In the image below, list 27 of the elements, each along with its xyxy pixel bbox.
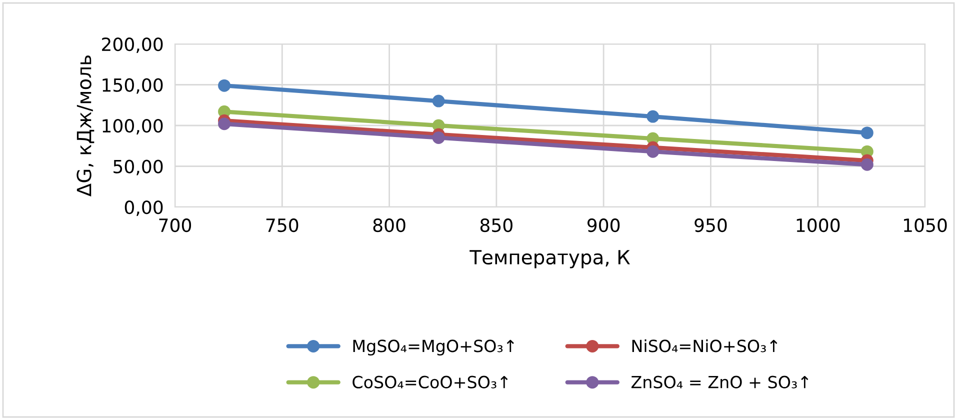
- x-axis-title: Температура, К: [470, 250, 630, 268]
- point: [646, 110, 660, 123]
- x-tick-label: 1050: [904, 218, 947, 232]
- y-tick-label: 150,00: [102, 78, 163, 94]
- legend-label: MgSO₄=MgO+SO₃↑: [353, 340, 514, 356]
- legend-label: NiSO₄=NiO+SO₃↑: [632, 339, 778, 352]
- x-tick-label: 1000: [796, 218, 840, 232]
- x-tick-label: 700: [159, 218, 192, 232]
- x-tick-label: 950: [694, 218, 727, 232]
- point: [860, 158, 874, 171]
- point: [218, 118, 231, 130]
- legend-label: CoSO₄=CoO+SO₃↑: [352, 376, 508, 388]
- y-tick-label: 200,00: [102, 37, 163, 53]
- x-tick-label: 750: [266, 218, 298, 232]
- x-tick-label: 800: [373, 218, 406, 232]
- point: [432, 131, 445, 144]
- legend-label: ZnSO₄ = ZnO + SO₃↑: [631, 376, 808, 388]
- x-tick-label: 850: [480, 218, 512, 232]
- x-tick-label: 900: [587, 218, 620, 232]
- y-axis-title: ΔG, кДж/моль: [76, 56, 94, 196]
- point: [860, 126, 874, 140]
- y-tick-label: 100,00: [102, 118, 163, 134]
- point: [218, 79, 231, 92]
- point: [646, 145, 660, 158]
- y-tick-label: 0,00: [124, 200, 163, 216]
- y-tick-label: 50,00: [114, 160, 163, 176]
- point: [432, 94, 445, 108]
